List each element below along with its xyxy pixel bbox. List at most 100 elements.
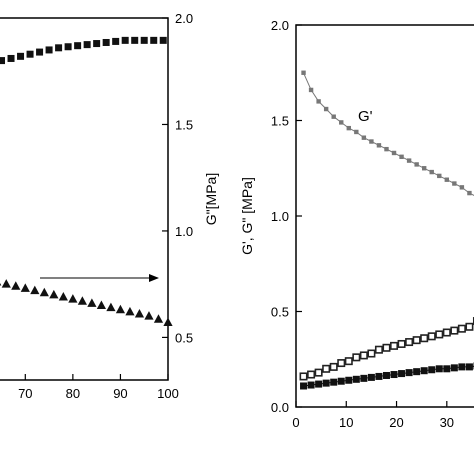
right-series-1-point-2	[314, 368, 323, 377]
left-y2-tick-label-0-5: 0.5	[175, 330, 193, 345]
left-series-0-point-6	[45, 46, 53, 54]
right-series-1-point-10	[374, 345, 383, 354]
left-right-axis-label: G"[MPa]	[203, 173, 219, 225]
left-series-0-point-3	[17, 52, 25, 60]
right-series-0-point-5	[339, 120, 344, 125]
left-series-0-point-11	[93, 40, 101, 48]
right-series-1-point-0	[299, 372, 308, 381]
left-series-1-point-1	[1, 279, 11, 288]
left-series-0-point-4	[26, 50, 34, 58]
right-series-2-point-5	[337, 377, 345, 385]
right-series-2-point-11	[382, 371, 390, 379]
right-series-0-point-11	[384, 146, 389, 152]
left-series-1-point-3	[20, 283, 30, 292]
right-series-2-point-22	[465, 363, 473, 371]
right-series-1-point-21	[457, 324, 466, 333]
left-series-1-point-16	[144, 311, 154, 320]
right-series-1-point-4	[329, 362, 338, 371]
left-series-0-point-5	[36, 48, 44, 56]
left-x-tick-label-70: 70	[18, 386, 32, 401]
left-x-tick-label-100: 100	[157, 386, 179, 401]
right-y-axis-ticks: 0.0 0.5 1.0 1.5 2.0	[271, 18, 302, 415]
left-series-0-point-14	[121, 36, 129, 44]
right-series-1-point-5	[337, 359, 346, 368]
right-series-1-point-20	[450, 326, 459, 335]
right-series-0-point-20	[452, 181, 457, 186]
right-series-0-point-1	[308, 87, 314, 93]
left-y2-tick-label-2-0: 2.0	[175, 11, 193, 26]
right-series-2-point-1	[307, 381, 315, 389]
right-series-1-point-8	[359, 351, 368, 360]
left-series-0-point-16	[140, 36, 148, 44]
right-series-1-point-13	[397, 339, 406, 348]
left-series-1-point-0	[0, 283, 2, 286]
right-series-1-point-17	[427, 332, 436, 341]
left-series-1-point-13	[115, 304, 126, 314]
left-series-0-point-7	[55, 44, 63, 52]
right-chart-panel: 0 10 20 30 0.0 0.5 1.0 1.5 2.0 G', G" [MPa] G'	[239, 18, 474, 430]
right-series-1-point-22	[465, 322, 474, 331]
left-series-0-point-15	[131, 36, 139, 44]
right-x-tick-label-20: 20	[389, 415, 403, 430]
right-series-0-point-10	[376, 143, 382, 148]
left-series-0-point-10	[83, 41, 91, 49]
left-series-0-point-2	[7, 54, 15, 62]
left-series-1-point-17	[153, 314, 164, 323]
right-series-2-point-15	[413, 368, 421, 376]
right-series-2-point-9	[367, 373, 375, 381]
left-y2-tick-label-1-0: 1.0	[175, 224, 193, 239]
right-series-2-point-7	[352, 375, 360, 383]
right-y-tick-label-1-5: 1.5	[271, 114, 289, 129]
right-series-0-point-17	[429, 169, 434, 175]
left-series-1-point-8	[68, 294, 78, 303]
right-series-1-point-12	[390, 341, 399, 350]
right-series-0-point-14	[406, 158, 412, 163]
right-y-tick-label-0-0: 0.0	[271, 400, 289, 415]
right-y-tick-label-0-5: 0.5	[271, 305, 289, 320]
right-x-tick-label-0: 0	[292, 415, 299, 430]
right-series-0-point-7	[354, 129, 359, 135]
left-plot-frame	[0, 17, 169, 381]
left-series-1-point-7	[58, 291, 68, 301]
right-series-2-point-12	[390, 371, 398, 379]
left-right-axis-ticks: 0.5 1.0 1.5 2.0	[162, 11, 193, 345]
right-series-2-point-14	[405, 369, 413, 377]
left-series-0-point-12	[102, 38, 110, 46]
right-series-1-point-7	[352, 353, 361, 362]
right-series-1-point-9	[367, 349, 376, 358]
left-x-tick-label-90: 90	[113, 386, 127, 401]
left-series-0-point-1	[0, 57, 6, 65]
left-series-0-point-18	[159, 36, 167, 44]
left-series-1-point-18	[163, 317, 173, 327]
right-series-0-point-3	[323, 106, 329, 112]
right-series-1-point-11	[382, 343, 391, 352]
left-series-1-point-5	[39, 287, 49, 297]
right-series-2-point-16	[420, 367, 428, 375]
right-y-tick-label-2-0: 2.0	[271, 18, 289, 33]
left-series-0-point-8	[64, 43, 72, 51]
right-series-2-point-8	[360, 374, 368, 382]
right-series-0-point-19	[444, 177, 450, 182]
right-series-0-point-12	[391, 150, 397, 156]
right-series-1-point-15	[412, 336, 421, 345]
right-series-0-point-13	[399, 154, 404, 159]
left-series-0-point-17	[150, 36, 158, 44]
left-series-1-point-14	[125, 306, 135, 316]
right-series-2-point-13	[398, 370, 406, 378]
right-series-0-point-2	[316, 99, 321, 104]
right-series-1-point-3	[322, 364, 331, 373]
left-series-0-point-13	[112, 37, 120, 45]
right-series-2-point-0	[300, 382, 308, 390]
series-label-g-prime: G'	[358, 108, 373, 125]
left-series-1-point-10	[87, 298, 97, 307]
right-series-2-point-21	[458, 363, 466, 371]
right-series-0-point-16	[421, 166, 427, 171]
right-series-2-point-18	[435, 365, 443, 373]
right-series-2-point-10	[375, 372, 383, 380]
right-series-2-point-19	[443, 365, 451, 373]
left-y2-tick-label-1-5: 1.5	[175, 117, 193, 132]
right-series-0-point-22	[467, 190, 472, 196]
left-series-1-point-6	[49, 289, 59, 299]
right-series-1-point-14	[405, 338, 414, 347]
